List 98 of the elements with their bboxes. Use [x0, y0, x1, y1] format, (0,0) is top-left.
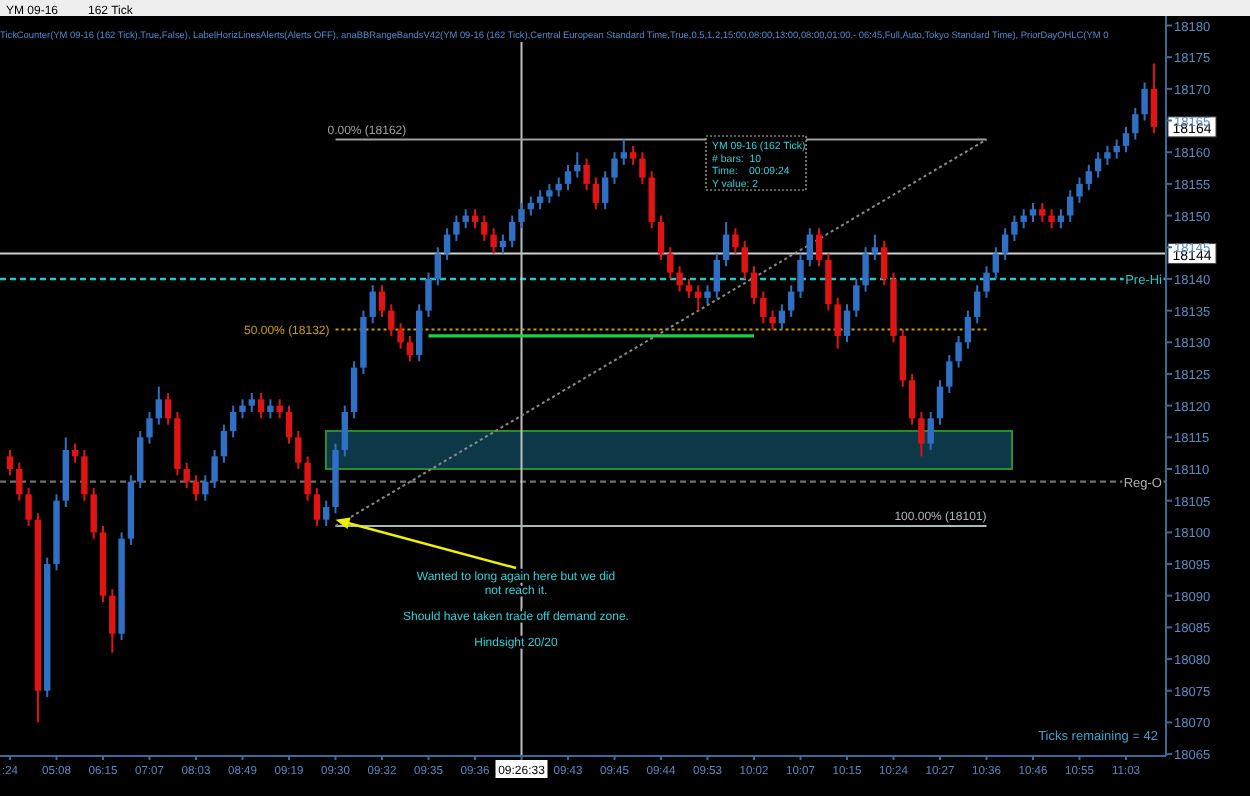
candlestick [936, 379, 944, 426]
candlestick [983, 265, 990, 299]
candlestick [211, 448, 218, 489]
candlestick [146, 410, 153, 445]
candlestick [16, 461, 23, 502]
candlestick [304, 455, 311, 502]
candlestick [899, 328, 906, 388]
candlestick [1085, 163, 1092, 192]
candlestick [1150, 62, 1158, 135]
candlestick [230, 404, 237, 439]
candlestick [583, 157, 590, 192]
candlestick [797, 252, 804, 299]
candlestick [481, 214, 488, 242]
candlestick [434, 246, 441, 287]
candlestick [946, 353, 953, 394]
candlestick [806, 227, 813, 268]
candlestick [285, 404, 293, 445]
candlestick [1039, 201, 1046, 223]
candlestick [629, 144, 637, 166]
candlestick [257, 391, 265, 420]
candlestick [834, 296, 841, 350]
candlestick [611, 151, 618, 185]
candlestick [564, 163, 572, 192]
candlestick [90, 487, 97, 540]
candlestick [406, 334, 414, 363]
candlestick [685, 277, 693, 299]
candlestick [815, 227, 823, 268]
candlestick [648, 170, 655, 230]
candlestick [574, 151, 581, 179]
candlestick [490, 227, 497, 255]
candlestick [862, 246, 869, 293]
candlestick [1067, 189, 1074, 223]
candlestick [81, 448, 88, 502]
candlestick [369, 284, 376, 325]
candlestick [1076, 176, 1083, 204]
candlestick [248, 391, 255, 413]
candlestick [927, 410, 934, 451]
candlestick [425, 271, 432, 318]
candlestick [908, 372, 916, 426]
candlestick [750, 265, 758, 306]
candlestick [25, 487, 32, 528]
candlestick [397, 322, 404, 350]
candlestick [239, 398, 246, 420]
candlestick [183, 461, 190, 489]
candlestick [871, 233, 879, 261]
candlestick [592, 176, 600, 211]
candlestick [1104, 144, 1111, 166]
candlestick [202, 474, 209, 502]
candlestick [992, 246, 999, 280]
candlestick [760, 290, 767, 325]
candlestick [295, 429, 302, 470]
candlestick [667, 246, 674, 280]
candlestick [881, 239, 888, 287]
candlestick [220, 423, 228, 464]
candlestick [1141, 81, 1148, 122]
candlestick [1048, 208, 1055, 230]
candlestick [416, 303, 423, 363]
candlestick [518, 201, 525, 230]
candlestick [722, 220, 730, 268]
candlestick [388, 303, 395, 337]
candlestick [788, 284, 795, 318]
candlestick [155, 385, 162, 426]
candlestick [918, 410, 925, 458]
candlestick [825, 252, 832, 312]
candlestick [704, 284, 711, 306]
candlestick [732, 227, 739, 255]
candlestick [509, 214, 516, 249]
candlestick [843, 303, 851, 344]
candlestick [657, 214, 665, 261]
candlestick [267, 398, 274, 420]
candlestick [350, 360, 358, 420]
candlestick [620, 138, 627, 166]
candlestick [323, 499, 330, 528]
candlestick [639, 151, 646, 185]
candlestick [1122, 125, 1130, 154]
candlestick [974, 284, 981, 325]
candlestick [341, 404, 348, 458]
candlestick [546, 182, 553, 204]
candlestick [769, 309, 776, 331]
candlestick [853, 277, 860, 318]
candlestick [137, 429, 144, 489]
candlestick [741, 239, 748, 280]
candlestick [1132, 106, 1139, 141]
candlestick [1001, 227, 1009, 261]
candlestick [378, 284, 386, 318]
candlestick [453, 214, 460, 242]
candlestick [602, 170, 609, 211]
candlestick [713, 252, 720, 299]
candlestick [676, 265, 683, 293]
candlestick [164, 391, 172, 426]
candlestick [964, 309, 972, 350]
candlestick [6, 448, 14, 477]
candlestick [1029, 201, 1037, 223]
candlestick [955, 334, 962, 369]
candlestick [1011, 214, 1018, 242]
candlestick [443, 227, 451, 261]
candlestick [109, 588, 116, 654]
candlestick [313, 487, 321, 528]
